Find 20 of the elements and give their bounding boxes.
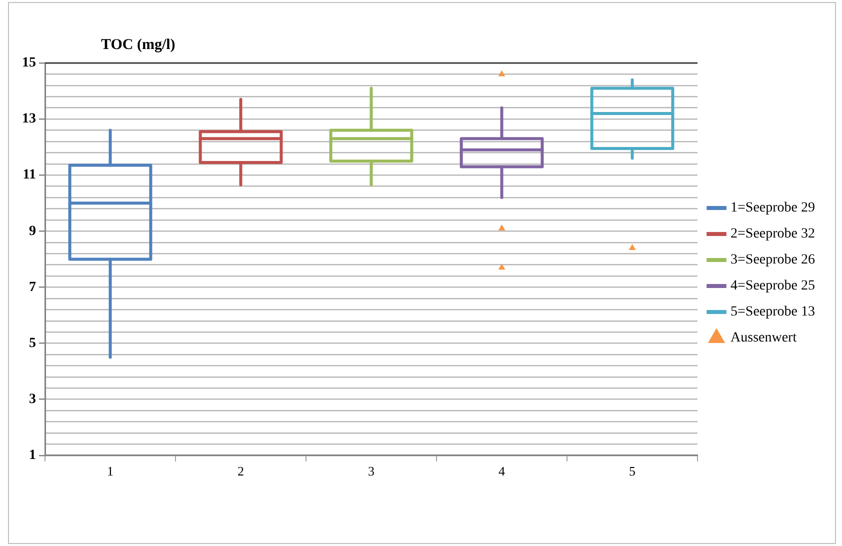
legend-label: 3=Seeprobe 26 bbox=[730, 252, 816, 268]
x-tick-label: 4 bbox=[498, 464, 506, 479]
y-tick-label: 13 bbox=[22, 112, 36, 127]
x-tick-label: 5 bbox=[629, 464, 636, 479]
x-tick-label: 1 bbox=[107, 464, 114, 479]
x-tick-label: 3 bbox=[368, 464, 375, 479]
legend-label: 1=Seeprobe 29 bbox=[730, 200, 816, 216]
legend-label: Aussenwert bbox=[730, 330, 797, 346]
legend-label: 5=Seeprobe 13 bbox=[730, 304, 816, 320]
y-tick-label: 5 bbox=[29, 336, 36, 351]
y-tick-label: 1 bbox=[29, 448, 36, 464]
y-axis-title: TOC (mg/l) bbox=[101, 36, 176, 53]
legend-label: 2=Seeprobe 32 bbox=[730, 226, 816, 242]
legend-label: 4=Seeprobe 25 bbox=[730, 278, 816, 294]
y-tick-label: 11 bbox=[22, 168, 36, 183]
x-tick-label: 2 bbox=[238, 464, 244, 479]
y-tick-label: 7 bbox=[29, 280, 36, 295]
y-tick-label: 9 bbox=[29, 224, 36, 239]
y-tick-label: 15 bbox=[22, 56, 36, 71]
y-tick-label: 3 bbox=[29, 392, 36, 407]
